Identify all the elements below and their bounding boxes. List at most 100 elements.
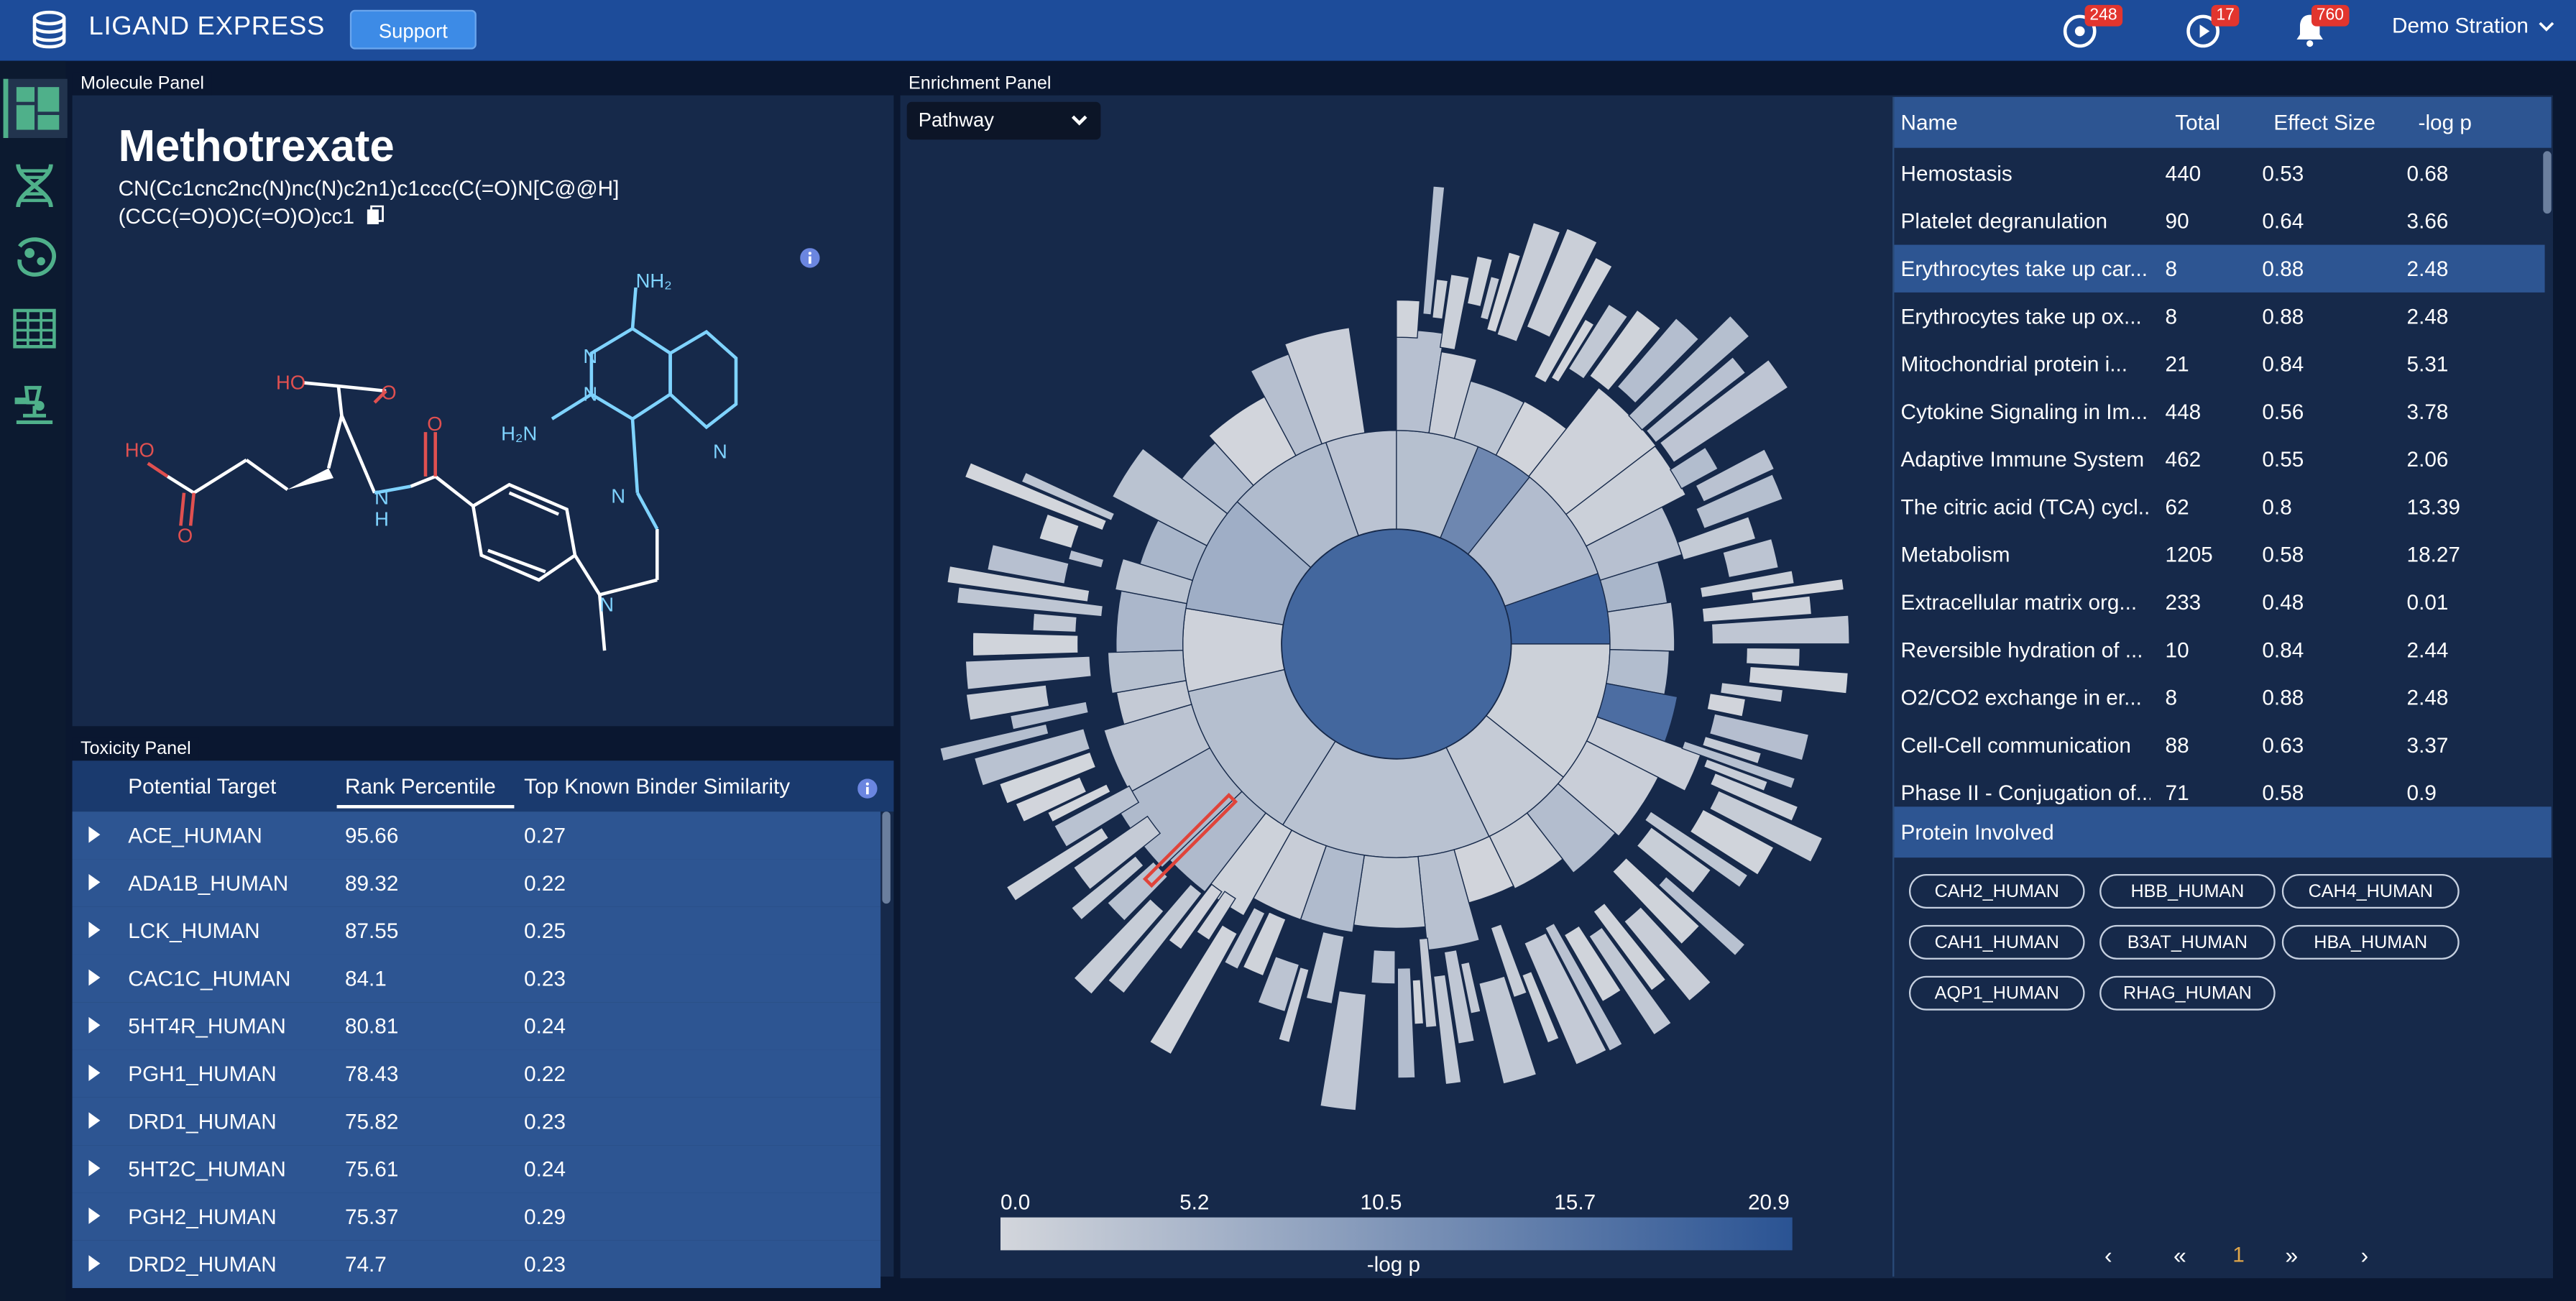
- sunburst-segment[interactable]: [1689, 809, 1775, 876]
- sunburst-segment[interactable]: [1489, 812, 1564, 890]
- sunburst-segment[interactable]: [1745, 647, 1801, 668]
- sunburst-segment[interactable]: [1428, 351, 1478, 439]
- expand-icon[interactable]: [88, 873, 101, 891]
- pathway-row[interactable]: Phase II - Conjugation of... 71 0.58 0.9: [1894, 769, 2544, 817]
- toxicity-row[interactable]: 5HT4R_HUMAN 80.81 0.24: [72, 1002, 881, 1050]
- sunburst-segment[interactable]: [1544, 922, 1624, 1052]
- toxicity-row[interactable]: LCK_HUMAN 87.55 0.25: [72, 906, 881, 955]
- sunburst-segment[interactable]: [1586, 716, 1702, 792]
- protein-chip[interactable]: CAH2_HUMAN: [1908, 873, 2085, 909]
- sunburst-segment[interactable]: [1072, 815, 1162, 891]
- sunburst-segment[interactable]: [1418, 937, 1438, 1029]
- column-header[interactable]: Rank Percentile: [344, 773, 496, 799]
- sunburst-segment[interactable]: [1103, 704, 1211, 794]
- sunburst-segment[interactable]: [1527, 387, 1657, 515]
- protein-chip[interactable]: RHAG_HUMAN: [2099, 975, 2276, 1011]
- expand-icon[interactable]: [88, 921, 101, 939]
- info-icon[interactable]: [800, 248, 820, 268]
- column-header[interactable]: Top Known Binder Similarity: [524, 773, 791, 799]
- sunburst-segment[interactable]: [998, 751, 1097, 804]
- toxicity-row[interactable]: ADA1B_HUMAN 89.32 0.22: [72, 859, 881, 907]
- sunburst-segment[interactable]: [986, 543, 1070, 585]
- sunburst-segment[interactable]: [1521, 970, 1560, 1044]
- sunburst-root[interactable]: [1280, 528, 1512, 760]
- toxicity-row[interactable]: PGH1_HUMAN 78.43 0.22: [72, 1049, 881, 1098]
- column-header[interactable]: -log p: [2418, 110, 2472, 135]
- sidebar-item-microscope[interactable]: [4, 373, 63, 432]
- last-page-button[interactable]: »: [2285, 1241, 2299, 1269]
- sunburst-segment[interactable]: [1278, 966, 1310, 1044]
- sunburst-segment[interactable]: [1526, 228, 1598, 339]
- sunburst-segment[interactable]: [1701, 595, 1813, 623]
- next-page-button[interactable]: ›: [2360, 1241, 2369, 1269]
- protein-chip[interactable]: CAH4_HUMAN: [2281, 873, 2460, 909]
- expand-icon[interactable]: [88, 826, 101, 843]
- sunburst-segment[interactable]: [1319, 990, 1367, 1111]
- sunburst-segment[interactable]: [956, 586, 1104, 617]
- sidebar-item-table-view[interactable]: [4, 299, 63, 358]
- sunburst-segment[interactable]: [939, 723, 1049, 762]
- sunburst-segment[interactable]: [1422, 185, 1445, 316]
- protein-chip[interactable]: HBB_HUMAN: [2099, 873, 2276, 909]
- copy-icon[interactable]: [367, 205, 385, 225]
- toxicity-row[interactable]: 5HT2C_HUMAN 75.61 0.24: [72, 1145, 881, 1193]
- first-page-button[interactable]: «: [2173, 1241, 2186, 1269]
- protein-chip[interactable]: AQP1_HUMAN: [1908, 975, 2085, 1011]
- sunburst-segment[interactable]: [1677, 515, 1757, 561]
- sunburst-segment[interactable]: [1708, 790, 1823, 863]
- sunburst-segment[interactable]: [1606, 602, 1675, 652]
- sunburst-chart[interactable]: [920, 165, 1890, 1150]
- expand-icon[interactable]: [88, 969, 101, 986]
- sunburst-segment[interactable]: [1167, 883, 1223, 950]
- sunburst-segment[interactable]: [1701, 735, 1762, 765]
- pathway-row[interactable]: Hemostasis 440 0.53 0.68: [1894, 150, 2544, 197]
- grouping-select[interactable]: Pathway: [906, 101, 1101, 140]
- sunburst-segment[interactable]: [1460, 961, 1481, 1014]
- sunburst-segment[interactable]: [1353, 854, 1426, 929]
- sunburst-segment[interactable]: [1370, 949, 1396, 985]
- sunburst-segment[interactable]: [946, 565, 1090, 603]
- pathway-row[interactable]: Cell-Cell communication 88 0.63 3.37: [1894, 721, 2544, 768]
- sunburst-segment[interactable]: [1659, 359, 1789, 464]
- sunburst-segment[interactable]: [1478, 975, 1537, 1085]
- sunburst-segment[interactable]: [1526, 783, 1616, 874]
- sunburst-segment[interactable]: [1067, 549, 1105, 569]
- sunburst-segment[interactable]: [1719, 681, 1784, 703]
- sunburst-segment[interactable]: [1708, 713, 1810, 761]
- tasks-icon[interactable]: [2062, 10, 2102, 50]
- expand-icon[interactable]: [88, 1112, 101, 1129]
- column-header[interactable]: Name: [1900, 110, 1958, 135]
- sunburst-segment[interactable]: [1466, 255, 1494, 308]
- sunburst-segment[interactable]: [1073, 898, 1165, 996]
- pathway-row[interactable]: Mitochondrial protein i... 21 0.84 5.31: [1894, 340, 2544, 387]
- sunburst-segment[interactable]: [1533, 257, 1613, 384]
- sunburst-segment[interactable]: [1645, 356, 1747, 443]
- pathway-scrollbar[interactable]: [2543, 151, 2552, 214]
- sunburst-segment[interactable]: [1038, 513, 1080, 549]
- sunburst-segment[interactable]: [1257, 955, 1300, 1013]
- sunburst-segment[interactable]: [1242, 911, 1287, 977]
- pathway-row[interactable]: Platelet degranulation 90 0.64 3.66: [1894, 197, 2544, 244]
- sunburst-segment[interactable]: [1412, 979, 1425, 1025]
- sunburst-segment[interactable]: [1114, 558, 1194, 604]
- sidebar-item-dna[interactable]: [4, 156, 63, 215]
- toxicity-row[interactable]: PGH2_HUMAN 75.37 0.29: [72, 1192, 881, 1241]
- sunburst-segment[interactable]: [1748, 666, 1849, 694]
- sunburst-segment[interactable]: [973, 727, 1091, 786]
- sunburst-segment[interactable]: [1588, 927, 1673, 1036]
- sunburst-segment[interactable]: [1588, 309, 1662, 392]
- sunburst-segment[interactable]: [1107, 883, 1203, 994]
- sunburst-segment[interactable]: [1032, 612, 1077, 633]
- toxicity-row[interactable]: DRD1_HUMAN 75.82 0.23: [72, 1097, 881, 1146]
- sunburst-segment[interactable]: [1557, 740, 1660, 837]
- toxicity-row[interactable]: CAC1C_HUMAN 84.1 0.23: [72, 954, 881, 1003]
- sunburst-segment[interactable]: [964, 461, 1108, 531]
- sunburst-segment[interactable]: [1709, 772, 1799, 822]
- pathway-row[interactable]: O2/CO2 exchange in er... 8 0.88 2.48: [1894, 674, 2544, 721]
- sunburst-segment[interactable]: [1486, 251, 1522, 334]
- prev-page-button[interactable]: ‹: [2104, 1241, 2112, 1269]
- protein-chip[interactable]: B3AT_HUMAN: [2099, 924, 2276, 960]
- sunburst-segment[interactable]: [1439, 273, 1471, 351]
- protein-chip[interactable]: CAH1_HUMAN: [1908, 924, 2085, 960]
- expand-icon[interactable]: [88, 1255, 101, 1272]
